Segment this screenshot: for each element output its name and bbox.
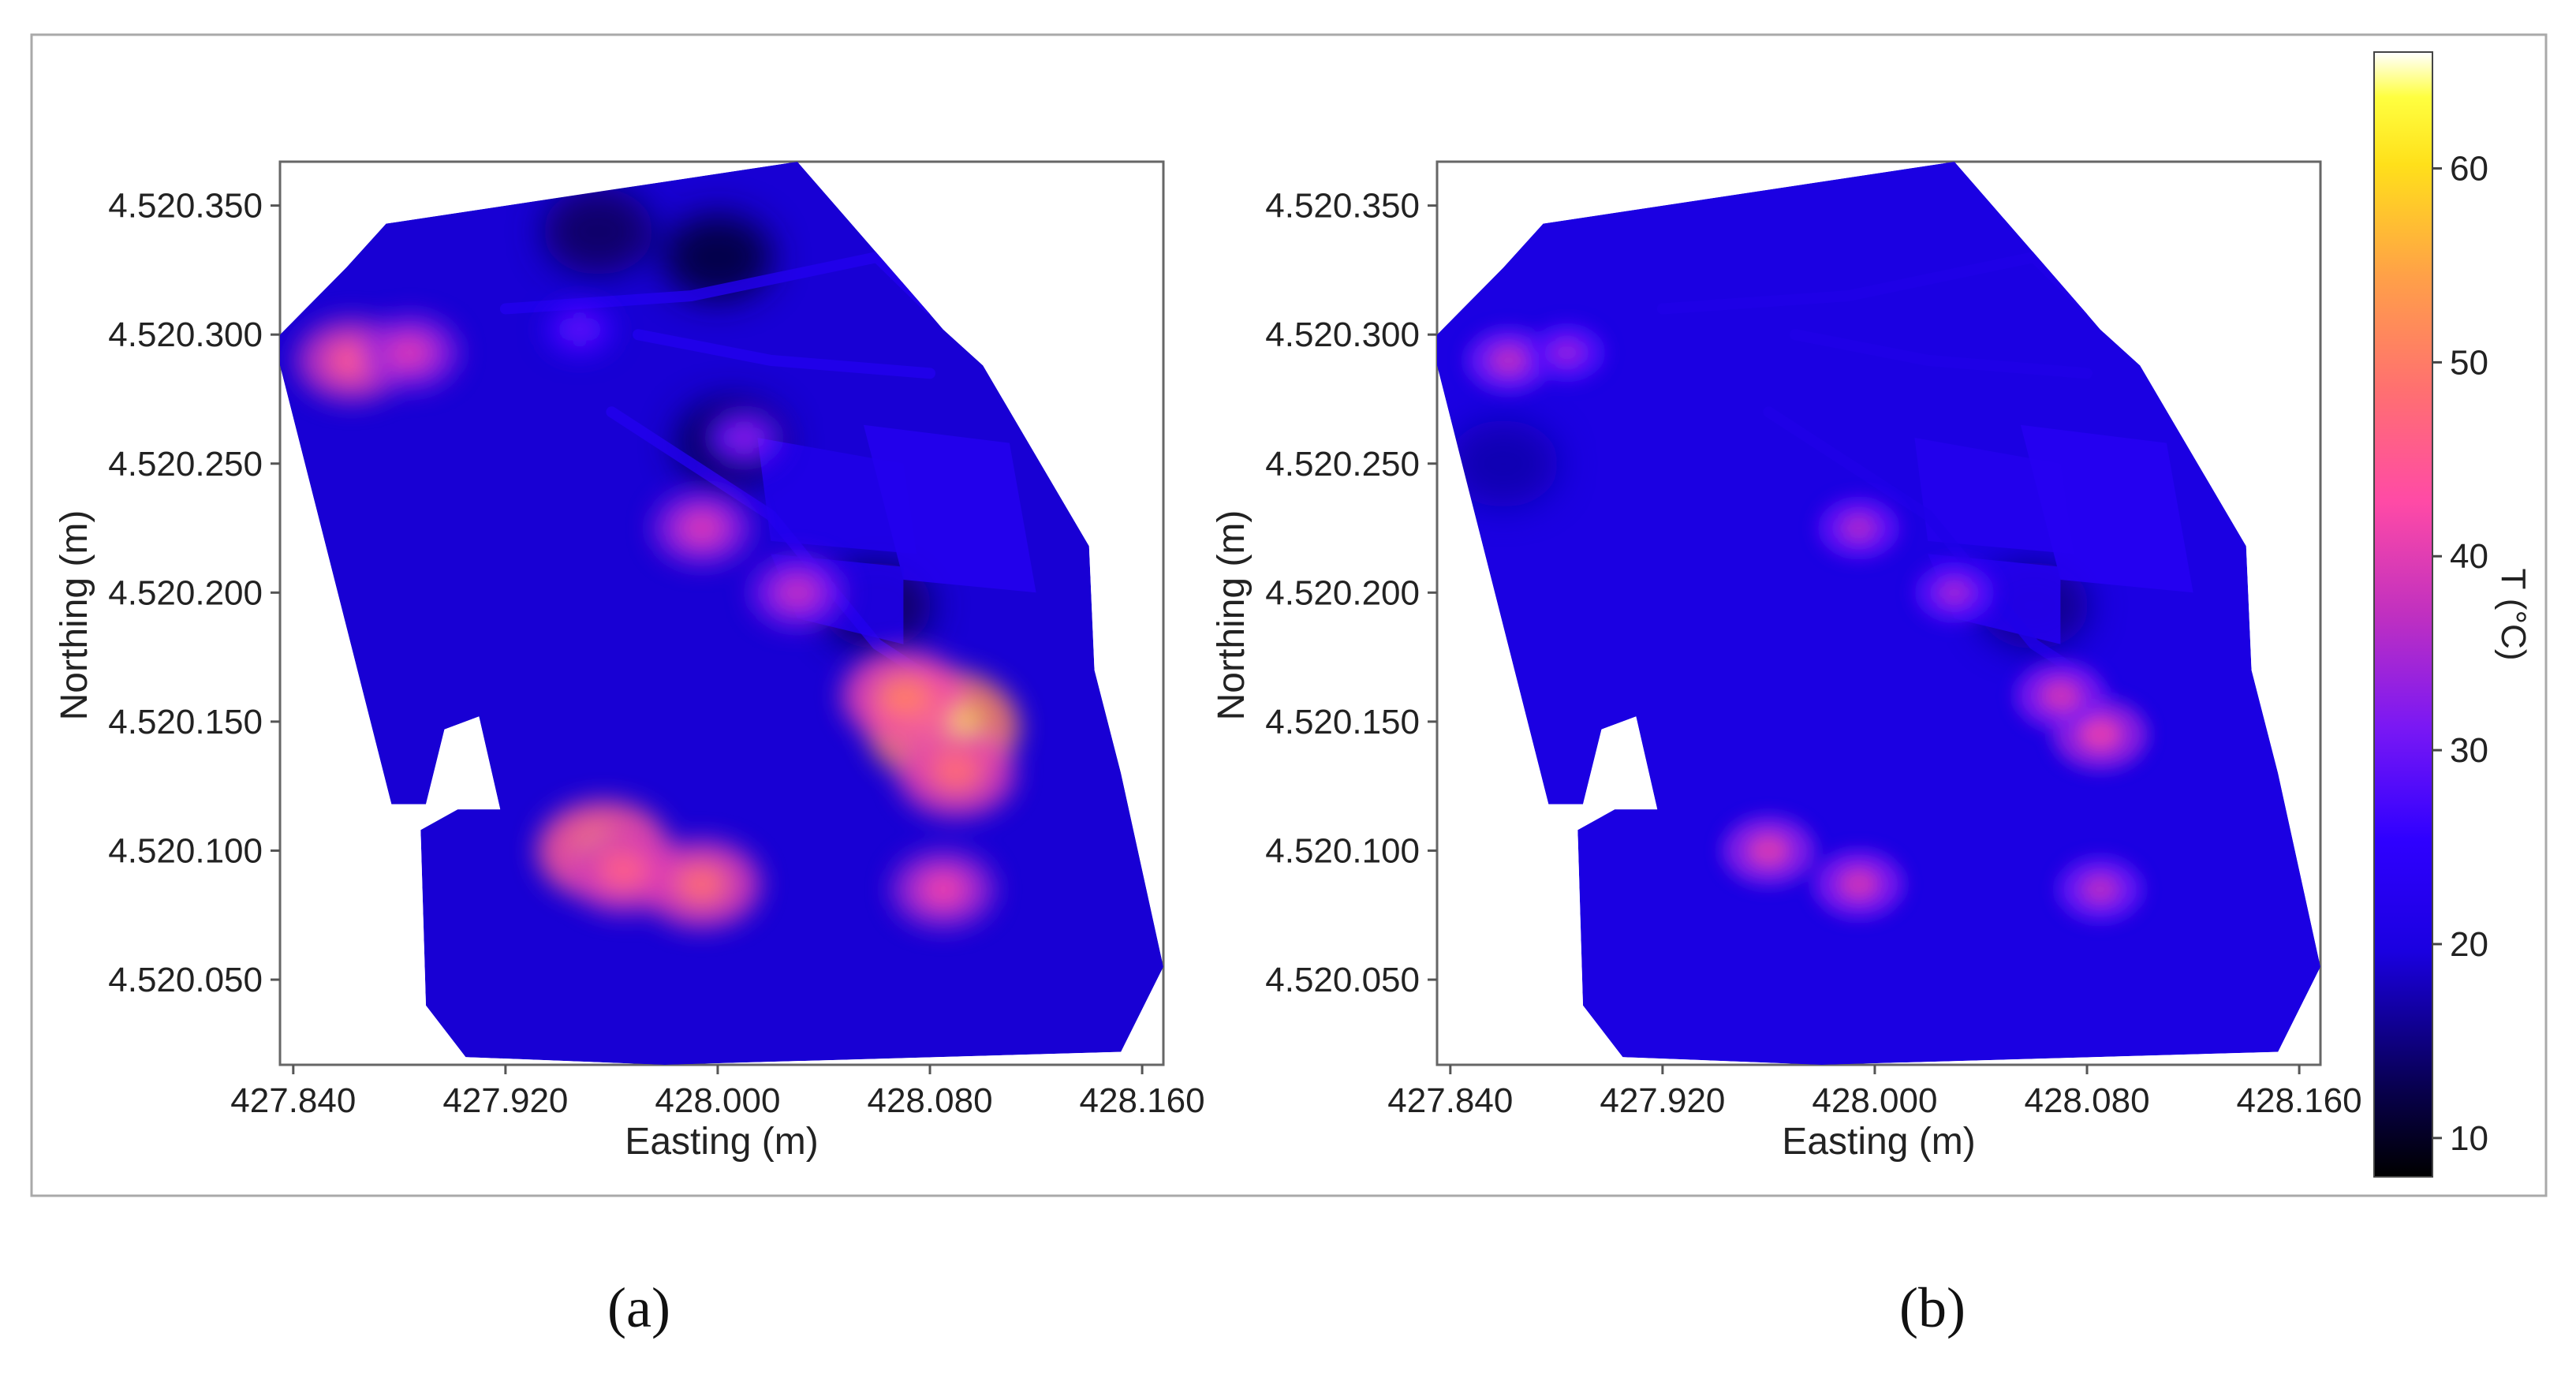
y-axis-ticks-b: 4.520.050 4.520.100 4.520.150 4.520.200 4.52…: [1265, 187, 1437, 999]
cool-area-b-1: [1448, 420, 1559, 507]
hotspot-a-2: [930, 752, 984, 794]
building-b-1: [2020, 424, 2193, 593]
x-tick-label-a-2: 428.000: [655, 1081, 780, 1120]
y-tick-label-b-5: 4.520.300: [1265, 315, 1420, 354]
x-tick-label-a-1: 427.920: [442, 1081, 568, 1120]
hotspot-b-0: [2078, 718, 2122, 752]
hotspot-a-4: [599, 851, 651, 891]
x-axis-label-b: Easting (m): [1782, 1121, 1975, 1163]
colorbar-tick-label-1: 20: [2450, 925, 2488, 964]
hotspot-b-5: [1840, 513, 1878, 543]
colorbar-ticks: 10 20 30 40 50 60: [2432, 150, 2488, 1158]
hotspot-a-1: [875, 674, 931, 718]
x-tick-label-b-1: 427.920: [1600, 1081, 1725, 1120]
hotspots-b: [1466, 323, 2148, 921]
hotspot-b-7: [1489, 345, 1528, 375]
hotspot-b-8: [1549, 339, 1585, 367]
thermal-map-b: [1437, 162, 2320, 1065]
y-tick-label-a-3: 4.520.200: [108, 573, 263, 612]
y-tick-label-a-1: 4.520.100: [108, 831, 263, 870]
colorbar-tick-label-4: 50: [2450, 343, 2488, 382]
road-b-1: [1790, 329, 2093, 379]
x-tick-label-a-4: 428.160: [1080, 1081, 1205, 1120]
y-tick-label-a-6: 4.520.350: [108, 187, 263, 226]
y-axis-ticks-a: 4.520.050 4.520.100 4.520.150 4.520.200 4.52…: [108, 187, 280, 999]
x-tick-label-b-4: 428.160: [2237, 1081, 2362, 1120]
hotspot-a-11: [726, 424, 763, 452]
colorbar-tick-label-3: 40: [2450, 537, 2488, 576]
colorbar-label: T (°C): [2494, 569, 2533, 661]
y-tick-label-b-6: 4.520.350: [1265, 187, 1420, 226]
hotspot-a-6: [920, 871, 967, 908]
hotspot-b-1: [2040, 680, 2081, 712]
y-tick-label-a-0: 4.520.050: [108, 961, 263, 999]
x-tick-label-a-3: 428.080: [867, 1081, 992, 1120]
x-tick-label-b-3: 428.080: [2024, 1081, 2149, 1120]
building-a-1: [863, 424, 1036, 593]
y-axis-label-a: Northing (m): [54, 510, 95, 721]
colorbar-tick-label-2: 30: [2450, 731, 2488, 770]
hotspot-a-12: [563, 316, 596, 342]
y-tick-label-b-2: 4.520.150: [1265, 703, 1420, 741]
y-tick-label-a-5: 4.520.300: [108, 315, 263, 354]
y-tick-label-a-2: 4.520.150: [108, 703, 263, 741]
site-footprint-b: [1437, 162, 2320, 1065]
y-axis-label-b: Northing (m): [1211, 510, 1253, 721]
x-axis-label-a: Easting (m): [625, 1121, 818, 1163]
site-footprint-a: [280, 162, 1163, 1065]
hotspot-b-4: [2081, 874, 2119, 905]
heatmap-panel-b: 427.840 427.920 428.000 428.080 428.160 4.52…: [1211, 160, 2362, 1163]
colorbar: 10 20 30 40 50 60 T (°C): [2373, 51, 2533, 1178]
x-axis-ticks-a: 427.840 427.920 428.000 428.080 428.160: [230, 1065, 1205, 1120]
road-a-1: [633, 329, 935, 379]
hotspots-a: [297, 302, 1020, 928]
colorbar-scale: [2373, 51, 2433, 1178]
y-tick-label-b-1: 4.520.100: [1265, 831, 1420, 870]
hotspot-a-5: [675, 863, 729, 905]
x-tick-label-b-2: 428.000: [1812, 1081, 1937, 1120]
cool-area-a-1: [543, 188, 654, 275]
cool-area-a-0: [662, 214, 773, 301]
hotspot-b-3: [1839, 868, 1880, 900]
hotspot-a-8: [776, 576, 819, 609]
caption-b: (b): [1899, 1276, 1966, 1339]
colorbar-tick-label-5: 60: [2450, 150, 2488, 189]
x-axis-ticks-b: 427.840 427.920 428.000 428.080 428.160: [1387, 1065, 2362, 1120]
colorbar-tick-label-0: 10: [2450, 1119, 2488, 1158]
x-tick-label-a-0: 427.840: [230, 1081, 356, 1120]
y-tick-label-b-0: 4.520.050: [1265, 961, 1420, 999]
y-tick-label-a-4: 4.520.250: [108, 445, 263, 484]
caption-a: (a): [607, 1276, 670, 1339]
hotspot-b-6: [1936, 578, 1973, 607]
hotspot-a-10: [388, 335, 432, 370]
hotspot-b-2: [1748, 834, 1790, 867]
hotspot-a-7: [680, 510, 724, 546]
thermal-map-a: [280, 162, 1163, 1065]
y-tick-label-b-3: 4.520.200: [1265, 573, 1420, 612]
heatmap-panel-a: 427.840 427.920 428.000 428.080 428.160 4.52…: [54, 160, 1205, 1163]
y-tick-label-b-4: 4.520.250: [1265, 445, 1420, 484]
x-tick-label-b-0: 427.840: [1387, 1081, 1513, 1120]
